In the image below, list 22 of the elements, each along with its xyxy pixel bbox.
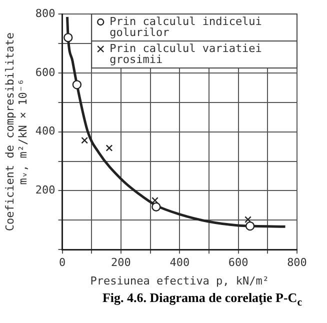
x-tick-label: 0: [58, 256, 66, 270]
legend-label: Prin calculul indicelui golurilor: [110, 14, 262, 39]
x-tick-label: 600: [228, 256, 248, 270]
y-tick-label: 200: [35, 184, 56, 197]
x-tick-label: 800: [287, 256, 307, 270]
point: [245, 221, 255, 231]
point: [64, 32, 73, 42]
caption: Fig. 4.6. Diagrama de corelaţie P-C$_{c}$: [101, 290, 303, 309]
y-tick-label: 600: [35, 66, 56, 79]
point: [152, 202, 161, 212]
x-axis-title: Presiunea efectiva p, kN/m²: [90, 274, 270, 288]
y-tick-label: 400: [35, 124, 56, 138]
point: [106, 144, 113, 152]
point: [72, 80, 82, 90]
x-tick-label: 200: [111, 256, 131, 270]
point: [152, 196, 158, 204]
point: [81, 136, 88, 144]
y-tick-label: 800: [35, 6, 56, 20]
x-tick-label: 400: [170, 256, 190, 270]
point: [244, 216, 252, 223]
legend-label: Prin calculul variatiei grosimii: [110, 42, 262, 66]
y-axis-title: Coeficient de compresibilitate mᵥ, m²/kN × 10⁻⁶: [3, 32, 30, 232]
